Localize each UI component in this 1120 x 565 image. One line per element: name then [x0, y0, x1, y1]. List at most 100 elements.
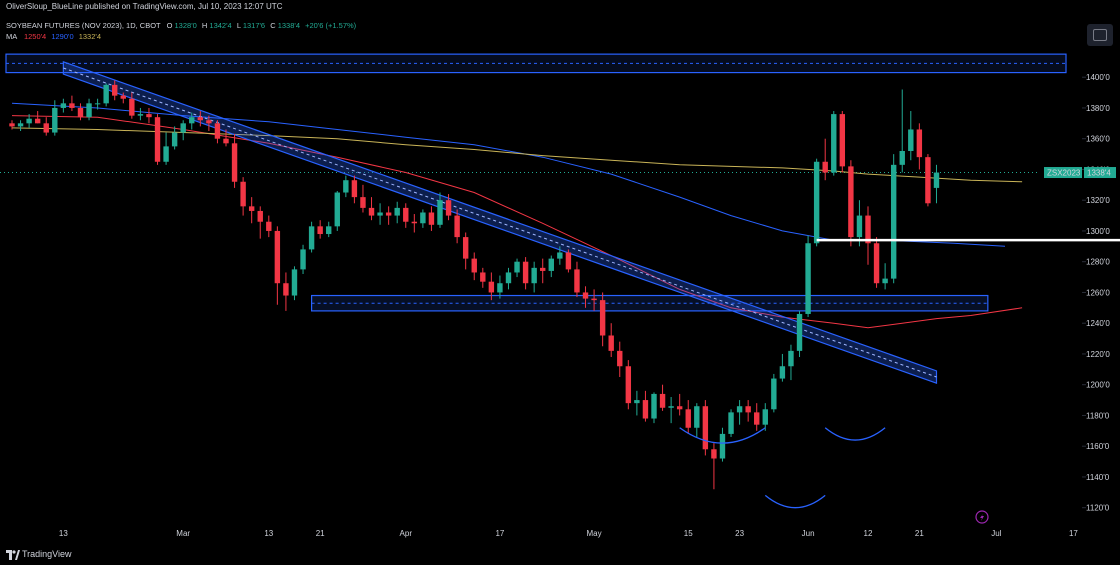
candle-body	[171, 132, 178, 147]
pattern-drawings	[679, 238, 1120, 509]
candle-body	[933, 172, 940, 188]
time-tick-label: 17	[495, 529, 504, 538]
candle-body	[129, 98, 135, 116]
candle-body	[505, 272, 512, 284]
candle-body	[52, 107, 58, 133]
tradingview-logo-icon	[6, 550, 20, 560]
candle-body	[736, 406, 743, 413]
price-axis[interactable]: 1400'01380'01360'01340'01320'01300'01280…	[1082, 73, 1110, 513]
legend-h-key: H	[202, 21, 207, 30]
candle-body	[308, 226, 315, 250]
legend-l-value: 1317'6	[243, 21, 265, 30]
candle-body	[694, 406, 700, 428]
time-tick-label: 17	[1069, 529, 1078, 538]
candle-body	[805, 243, 811, 314]
candle-body	[642, 400, 649, 419]
price-tick-label: 1400'0	[1086, 73, 1110, 82]
candle-body	[659, 393, 666, 408]
candle-body	[428, 212, 435, 225]
price-tag-label: 1338'4	[1087, 169, 1111, 178]
candle-body	[223, 138, 229, 144]
time-axis[interactable]: 13 Mar 13 21 Apr 17 May 15 23 Jun 12 21 Jul 17	[59, 529, 1079, 538]
candle-body	[420, 212, 426, 224]
symbol-tag	[1044, 167, 1082, 179]
candle-body	[283, 283, 289, 296]
drawing-zones	[0, 53, 1067, 312]
candle-body	[480, 272, 486, 282]
candle-body	[788, 350, 794, 367]
candle-body	[26, 118, 32, 124]
candle-body	[557, 252, 563, 259]
candle-body	[685, 409, 691, 428]
moving-average-line-2	[11, 127, 1023, 183]
candle-body	[865, 215, 871, 244]
candle-body	[565, 252, 572, 270]
candle-body	[197, 117, 204, 121]
candle-body	[796, 313, 803, 351]
candle-body	[599, 300, 606, 336]
last-price-marker[interactable]: ZSX2023 1338'4	[1044, 167, 1116, 179]
candle-body	[608, 335, 614, 351]
candle-body	[34, 118, 41, 124]
candle-body	[206, 120, 212, 124]
candle-body	[9, 123, 15, 127]
price-tick-label: 1120'0	[1086, 504, 1110, 513]
candle-body	[831, 114, 837, 173]
candle-body	[94, 103, 101, 105]
time-tick-label: 12	[864, 529, 873, 538]
candle-body	[291, 269, 298, 296]
candle-body	[360, 197, 366, 208]
replay-icon[interactable]	[975, 510, 989, 524]
candle-body	[668, 406, 674, 408]
candle-body	[728, 412, 734, 434]
legend-ma-yellow: 1332'4	[79, 32, 101, 41]
chart-background	[0, 14, 1120, 544]
svg-text:MA 1250'4 1290'0: MA 1250'4 1290'0 1332'4	[6, 32, 101, 41]
candle-body	[137, 114, 144, 116]
candle-body	[437, 200, 443, 225]
price-tick-label: 1220'0	[1086, 350, 1110, 359]
candle-body	[702, 406, 709, 450]
candle-body	[17, 123, 24, 127]
candle-body	[189, 117, 195, 124]
candle-body	[462, 237, 469, 259]
candle-body	[69, 103, 75, 108]
candle-body	[86, 103, 92, 118]
moving-average-line-0	[11, 115, 1023, 329]
fullscreen-icon[interactable]	[1087, 24, 1113, 46]
descending-channel[interactable]	[62, 60, 938, 385]
candle-body	[488, 281, 495, 293]
candle-body	[762, 409, 768, 425]
price-chart[interactable]: 1400'01380'01360'01340'01320'01300'01280…	[0, 14, 1120, 544]
candle-body	[839, 114, 846, 167]
candle-body	[908, 129, 914, 151]
candle-body	[266, 221, 272, 231]
candle-body	[403, 207, 409, 222]
legend-h-value: 1342'4	[209, 21, 231, 30]
candle-body	[77, 107, 84, 118]
candle-body	[899, 151, 905, 165]
candle-body	[925, 157, 931, 204]
candle-body	[617, 350, 623, 367]
candle-body	[394, 207, 400, 216]
candle-body	[813, 161, 820, 244]
candle-body	[257, 210, 263, 222]
price-tick-label: 1240'0	[1086, 319, 1110, 328]
legend-title: SOYBEAN FUTURES (NOV 2023), 1D, CBOT	[6, 21, 161, 30]
candle-body	[60, 103, 67, 108]
candle-body	[326, 226, 332, 235]
candle-body	[120, 95, 126, 99]
price-tick-label: 1280'0	[1086, 258, 1110, 267]
candle-body	[334, 192, 340, 227]
legend-c-value: 1338'4	[278, 21, 300, 30]
publisher-line: OliverSloup_BlueLine published on Tradin…	[6, 2, 283, 11]
candle-body	[300, 249, 306, 270]
candle-body	[146, 114, 152, 118]
time-tick-label: 21	[915, 529, 924, 538]
left-shoulder-arc	[679, 427, 766, 444]
candle-body	[385, 212, 392, 216]
time-tick-label: May	[587, 529, 602, 538]
price-tick-label: 1360'0	[1086, 135, 1110, 144]
channel-midline	[63, 67, 937, 378]
candle-body	[574, 269, 580, 293]
